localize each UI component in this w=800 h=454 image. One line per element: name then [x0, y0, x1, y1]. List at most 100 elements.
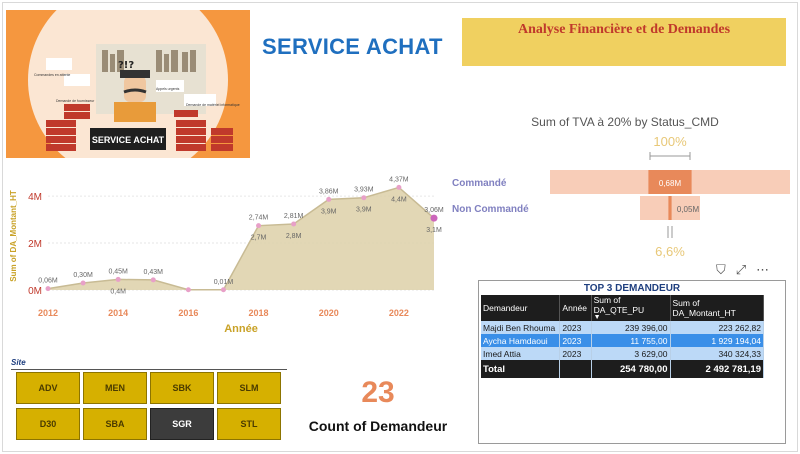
data-label-secondary: 2,7M — [251, 235, 267, 242]
header-banner: Analyse Financière et de Demandes — [462, 18, 786, 66]
data-label-secondary: 4,4M — [391, 196, 407, 203]
slicer-item-d30[interactable]: D30 — [16, 408, 80, 440]
data-point — [45, 286, 51, 292]
data-point — [291, 221, 297, 227]
data-label: 4,37M — [389, 176, 409, 183]
slicer-grid: ADV MEN SBK SLM D30 SBA SGR STL — [16, 372, 281, 440]
slicer-item-adv[interactable]: ADV — [16, 372, 80, 404]
banner-sign: SERVICE ACHAT — [92, 135, 165, 145]
column-header-demandeur[interactable]: Demandeur — [481, 295, 561, 321]
funnel-bottom-percent: 6,6% — [655, 244, 685, 259]
data-label: 3,86M — [319, 188, 339, 195]
cell-total-label: Total — [481, 360, 561, 378]
table-row[interactable]: Majdi Ben Rhouma 2023 239 396,00 223 262… — [481, 321, 764, 334]
montant-ht-line-chart[interactable]: 0M 2M 4M 0,06M 0,30M 0,45M 0,43M 0,01M 2,74M 2,81… — [6, 170, 446, 340]
data-point — [80, 280, 86, 286]
data-point — [220, 287, 226, 293]
slicer-item-stl[interactable]: STL — [217, 408, 281, 440]
cell-qte: 3 629,00 — [591, 347, 671, 360]
sort-desc-icon: ▼ — [593, 314, 601, 321]
data-label-secondary: 3,9M — [356, 207, 372, 214]
cell-demandeur: Imed Attia — [481, 347, 561, 360]
category-label: Commandé — [452, 178, 507, 189]
cell-qte: 11 755,00 — [591, 334, 671, 347]
more-options-icon[interactable]: ⋯ — [756, 262, 770, 277]
data-label: 0,45M — [108, 268, 128, 275]
data-point — [430, 214, 438, 222]
cell-montant: 340 324,33 — [670, 347, 764, 360]
y-tick-label: 0M — [28, 286, 42, 297]
slicer-item-sba[interactable]: SBA — [83, 408, 147, 440]
y-axis-title: Sum of DA_Montant_HT — [9, 190, 18, 282]
column-header-annee[interactable]: Année — [559, 295, 592, 321]
expand-icon[interactable]: ⤢ — [735, 262, 747, 277]
visual-toolbar: ⛉ ⤢ ⋯ — [716, 262, 769, 278]
table-row[interactable]: Imed Attia 2023 3 629,00 340 324,33 — [481, 347, 764, 360]
data-point — [150, 277, 156, 283]
funnel-top-percent: 100% — [653, 134, 687, 149]
tva-chart-title: Sum of TVA à 20% by Status_CMD — [531, 115, 719, 129]
slicer-item-sgr[interactable]: SGR — [150, 408, 214, 440]
banner-bubble: Commandes en attente — [34, 73, 70, 77]
table-row[interactable]: Aycha Hamdaoui 2023 11 755,00 1 929 194,… — [481, 334, 764, 347]
kpi-count-value: 23 — [361, 376, 395, 409]
data-label: 2,81M — [284, 213, 304, 220]
slicer-divider — [11, 369, 287, 370]
cell-montant: 223 262,82 — [670, 321, 764, 334]
data-label-secondary: 2,8M — [286, 233, 302, 240]
data-label: 0,30M — [73, 272, 93, 279]
cell-total-annee — [559, 360, 592, 378]
data-point — [185, 287, 191, 293]
top-demandeur-table-panel: TOP 3 DEMANDEUR Demandeur Année Sum of D… — [478, 280, 786, 444]
header-title: Analyse Financière et de Demandes — [517, 22, 731, 37]
filter-icon[interactable]: ⛉ — [716, 262, 726, 277]
banner-bubble: Demande de matériel informatique — [186, 103, 240, 107]
banner-bubble: Demande de fournisseur — [56, 99, 95, 103]
table-total-row: Total 254 780,00 2 492 781,19 — [481, 360, 764, 378]
banner-bubble: Appels urgents — [156, 87, 180, 91]
data-label: 0,01M — [214, 279, 234, 286]
data-label: 2,74M — [249, 215, 269, 222]
bar — [648, 170, 692, 194]
data-label: 0,43M — [144, 269, 164, 276]
x-tick-label: 2018 — [249, 308, 269, 318]
series-line — [47, 186, 435, 291]
data-point — [326, 196, 332, 202]
kpi-count-label: Count of Demandeur — [308, 418, 448, 434]
svg-text:?!?: ?!? — [118, 60, 134, 71]
data-point — [115, 276, 121, 282]
data-label-secondary: 0,4M — [110, 288, 126, 295]
x-tick-label: 2012 — [38, 308, 58, 318]
bar-value-label: 0,05M — [677, 205, 700, 214]
column-header-montant[interactable]: Sum of DA_Montant_HT — [670, 295, 764, 321]
data-label-secondary: 3,9M — [321, 208, 337, 215]
data-point — [361, 195, 367, 201]
cell-montant: 1 929 194,04 — [670, 334, 764, 347]
y-tick-label: 2M — [28, 239, 42, 250]
x-tick-label: 2016 — [178, 308, 198, 318]
bar — [668, 196, 672, 220]
cell-annee: 2023 — [559, 334, 592, 347]
slicer-item-slm[interactable]: SLM — [217, 372, 281, 404]
data-label: 3,93M — [354, 187, 374, 194]
data-point — [256, 223, 262, 229]
column-header-qte[interactable]: Sum of DA_QTE_PU ▼ — [591, 295, 671, 321]
data-label: 0,06M — [38, 278, 58, 285]
cell-total-qte: 254 780,00 — [591, 360, 671, 378]
x-tick-label: 2022 — [389, 308, 409, 318]
x-axis-title: Année — [224, 323, 258, 335]
slicer-item-sbk[interactable]: SBK — [150, 372, 214, 404]
top-demandeur-table: Demandeur Année Sum of DA_QTE_PU ▼ Sum of… — [481, 295, 764, 378]
x-tick-label: 2020 — [319, 308, 339, 318]
tva-status-chart[interactable]: 100% 0,68M Commandé 0,05M Non Commandé 6,6% — [440, 128, 790, 264]
site-slicer: Site ADV MEN SBK SLM D30 SBA SGR STL — [6, 358, 288, 442]
slicer-item-men[interactable]: MEN — [83, 372, 147, 404]
table-title: TOP 3 DEMANDEUR — [583, 283, 681, 294]
cell-demandeur: Majdi Ben Rhouma — [481, 321, 561, 334]
cell-annee: 2023 — [559, 321, 592, 334]
data-label-secondary: 3,1M — [426, 227, 442, 234]
page-title: SERVICE ACHAT — [262, 34, 443, 59]
y-tick-label: 4M — [28, 192, 42, 203]
cell-qte: 239 396,00 — [591, 321, 671, 334]
